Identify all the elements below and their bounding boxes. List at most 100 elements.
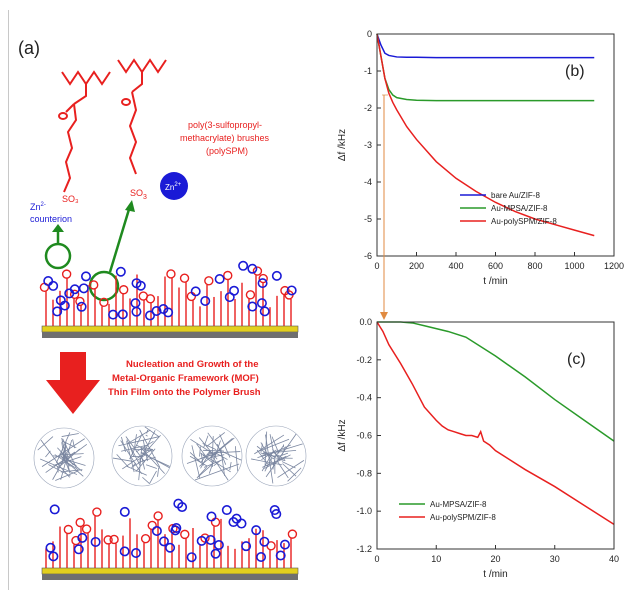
- mof-crystal-icon: [33, 427, 95, 489]
- zinc-counterion-icon: [206, 511, 217, 522]
- sulfonate-group-icon: [223, 270, 233, 281]
- x-tick-label: 30: [550, 554, 560, 564]
- sulfonate-group-icon: [103, 535, 113, 545]
- zinc-counterion-icon: [163, 307, 174, 318]
- legend-entry: bare Au/ZIF-8: [491, 191, 540, 200]
- growth-arrow-icon: [46, 352, 100, 414]
- chart-b-y-axis-label: Δf /kHz: [337, 129, 348, 161]
- zinc-counterion-icon: [73, 544, 84, 555]
- zinc-counterion-icon: [173, 498, 184, 509]
- x-tick-label: 0: [374, 261, 379, 271]
- zinc-counterion-icon: [76, 301, 87, 312]
- y-tick-label: -6: [364, 251, 372, 261]
- sulfonate-group-icon: [140, 534, 151, 544]
- zinc-counterion-icon: [259, 536, 270, 547]
- series-line-2: [376, 33, 595, 102]
- chart-b-frame: [376, 33, 615, 257]
- sulfonate-group-icon: [99, 297, 109, 307]
- zoom-arrow: [108, 205, 132, 273]
- growth-text-2: Metal-Organic Framework (MOF): [112, 373, 259, 384]
- sulfonate-group-icon: [245, 290, 256, 300]
- chart-b-panel-label: (b): [565, 63, 585, 80]
- y-tick-label: -0.2: [356, 355, 372, 365]
- zinc-ion-icon: [160, 172, 188, 200]
- x-tick-label: 20: [490, 554, 500, 564]
- zinc-counterion-icon: [186, 552, 197, 563]
- x-tick-label: 1200: [604, 261, 624, 271]
- chart-b-legend: bare Au/ZIF-8 Au-MPSA/ZIF-8 Au-polySPM/ZIF…: [460, 191, 557, 226]
- y-tick-label: 0: [367, 29, 372, 39]
- panel-label-a: (a): [18, 38, 40, 58]
- sulfonate-group-icon: [63, 524, 74, 535]
- zinc-counterion-icon: [115, 266, 126, 277]
- y-tick-label: -0.8: [356, 468, 372, 478]
- chart-c-frame: [376, 321, 615, 550]
- zinc-counterion-icon: [247, 301, 258, 312]
- zinc-counterion-icon: [119, 546, 130, 557]
- sulfonate-group-icon: [179, 273, 190, 283]
- brush-label-1: poly(3-sulfopropyl-: [188, 120, 262, 130]
- counterion-highlight-circle: [44, 242, 72, 270]
- svg-text:SO₃: SO₃: [62, 194, 79, 204]
- zinc-counterion-icon: [145, 310, 156, 321]
- zinc-counterion-icon: [43, 276, 54, 287]
- mof-crystal-icon: [181, 425, 243, 487]
- chart-c-legend: Au-MPSA/ZIF-8 Au-polySPM/ZIF-8: [399, 500, 496, 522]
- y-tick-label: -1.2: [356, 544, 372, 554]
- sulfonate-group-icon: [153, 511, 163, 521]
- y-tick-label: -0.4: [356, 393, 372, 403]
- sulfonate-group-icon: [145, 294, 156, 304]
- polymer-chain-left: SO₃: [58, 70, 111, 204]
- zinc-counterion-icon: [119, 506, 130, 517]
- sulfonate-group-icon: [61, 269, 72, 279]
- gold-substrate-top: [41, 325, 299, 333]
- series-line-1: [377, 321, 615, 442]
- chart-b-x-axis-label: t /min: [483, 276, 507, 287]
- zinc-counterion-icon: [48, 280, 59, 291]
- zinc-counterion-icon: [256, 552, 267, 563]
- zinc-counterion-icon: [256, 298, 267, 309]
- chart-c: 0 10 20 30 40 0.0 -0.2 -0.4 -0.6 -0.8 -1.0 -1.2 (c)…: [337, 317, 619, 580]
- sulfonate-group-icon: [287, 529, 298, 539]
- zinc-counterion-icon: [52, 306, 63, 317]
- zinc-counterion-icon: [231, 513, 242, 524]
- sulfonate-group-icon: [75, 517, 85, 528]
- y-tick-label: -1: [364, 66, 372, 76]
- y-tick-label: -4: [364, 177, 372, 187]
- sulfonate-group-icon: [89, 280, 99, 290]
- legend-entry: Au-MPSA/ZIF-8: [491, 204, 548, 213]
- polymer-brush-layer-bottom: [45, 498, 298, 568]
- zoom-arrowhead-icon: [125, 200, 135, 212]
- x-tick-label: 1000: [564, 261, 584, 271]
- brush-label-2: methacrylate) brushes: [180, 133, 270, 143]
- growth-text-3: Thin Film onto the Polymer Brush: [108, 387, 261, 398]
- x-tick-label: 0: [374, 554, 379, 564]
- y-tick-label: -1.0: [356, 506, 372, 516]
- y-tick-label: -5: [364, 214, 372, 224]
- chart-c-y-axis-label: Δf /kHz: [337, 419, 348, 451]
- sulfonate-group-icon: [92, 507, 102, 517]
- zinc-counterion-icon: [238, 260, 249, 271]
- zinc-counterion-icon: [200, 295, 211, 306]
- zinc-counterion-icon: [190, 286, 201, 297]
- sulfonate-group-icon: [180, 529, 190, 540]
- sulfonate-group-icon: [147, 520, 157, 531]
- zinc-counterion-icon: [80, 271, 91, 282]
- sulfonate-group-icon: [166, 269, 176, 279]
- zinc-counterion-icon: [286, 285, 297, 296]
- gold-substrate-bottom: [41, 567, 299, 575]
- zinc-counterion-icon: [213, 539, 224, 550]
- sulfonate-group-icon: [75, 296, 85, 307]
- zinc-counterion-icon: [165, 542, 176, 553]
- counterion-label-1: Zn2-: [30, 202, 46, 212]
- counterion-label-2: counterion: [30, 214, 72, 224]
- zinc-counterion-icon: [78, 283, 89, 294]
- zinc-counterion-icon: [45, 542, 56, 553]
- zinc-counterion-icon: [69, 284, 80, 295]
- zoom-guide-arrowhead-icon: [380, 312, 388, 320]
- sulfonate-group-icon: [81, 524, 92, 534]
- zinc-counterion-icon: [275, 550, 286, 561]
- zinc-ion-label: Zn2+: [165, 182, 182, 192]
- zinc-counterion-icon: [269, 505, 280, 516]
- x-tick-label: 40: [609, 554, 619, 564]
